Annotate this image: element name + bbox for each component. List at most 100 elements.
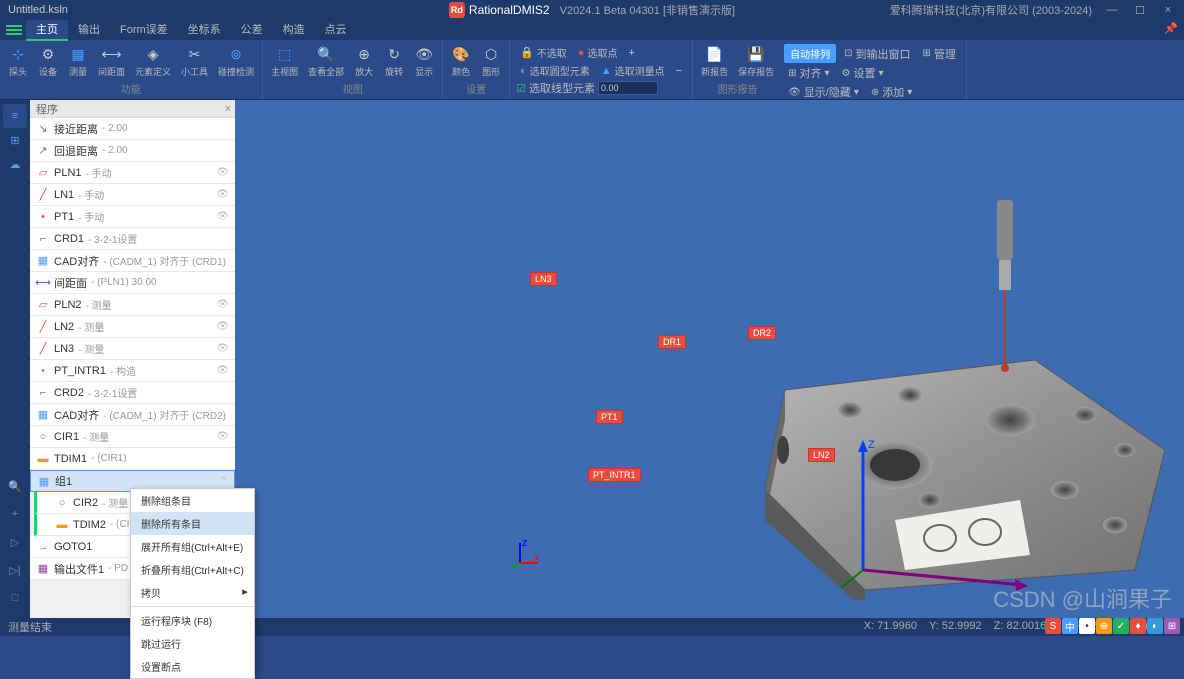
program-item-0[interactable]: ↘接近距离 - 2.00 (30, 118, 235, 140)
rail-bottom-4[interactable]: □ (3, 586, 27, 610)
ctx-item-4[interactable]: 拷贝▸ (131, 581, 254, 604)
rail-bottom-0[interactable]: 🔍 (3, 474, 27, 498)
menu-tab-6[interactable]: 点云 (315, 19, 357, 41)
tray-icon[interactable]: 中 (1062, 618, 1078, 634)
ctx-item-2[interactable]: 展开所有组(Ctrl+Alt+E) (131, 535, 254, 558)
tool-功能-6[interactable]: ⊚碰撞检测 (214, 42, 258, 80)
program-item-7[interactable]: ⟷间距面 - (PLN1) 30.00 (30, 272, 235, 294)
tool-设置-1[interactable]: ⬡图形 (477, 42, 505, 80)
menu-tab-3[interactable]: 坐标系 (178, 19, 231, 41)
ctx-item-3[interactable]: 折叠所有组(Ctrl+Alt+C) (131, 558, 254, 581)
tray-icon[interactable]: ◐ (1147, 618, 1163, 634)
sel-row2-2[interactable]: − (672, 64, 686, 78)
tool-功能-3[interactable]: ⟷间距面 (94, 42, 129, 80)
program-item-11[interactable]: •PT_INTR1 - 构造👁 (30, 360, 235, 382)
tool-视图-4[interactable]: 👁显示 (410, 42, 438, 80)
tray-icon[interactable]: • (1079, 618, 1095, 634)
tool-视图-2[interactable]: ⊕放大 (350, 42, 378, 80)
program-item-6[interactable]: ▦CAD对齐 - (CADM_1) 对齐于 (CRD1) (30, 250, 235, 272)
program-item-12[interactable]: ⌐CRD2 - 3-2-1设置 (30, 382, 235, 404)
report-opt-0[interactable]: ⊡ 到输出窗口 (840, 44, 914, 63)
tool-功能-1[interactable]: ⚙设备 (34, 42, 62, 80)
program-item-1[interactable]: ↗回退距离 - 2.00 (30, 140, 235, 162)
program-item-14[interactable]: ○CIR1 - 测量👁 (30, 426, 235, 448)
visibility-icon[interactable]: 👁 (216, 431, 229, 442)
report-opt-5[interactable]: ⊕ 添加 ▾ (867, 83, 916, 101)
auto-arrange-button[interactable]: 自动排列 (784, 44, 836, 63)
sel-row1-0[interactable]: 🔒 不选取 (516, 44, 571, 61)
report-tool-0[interactable]: 📄新报告 (697, 42, 732, 80)
tray-icon[interactable]: ⊕ (1096, 618, 1112, 634)
sel-row2-1[interactable]: ▲ 选取测量点 (597, 62, 669, 79)
visibility-icon[interactable]: 👁 (216, 189, 229, 200)
tray-icon[interactable]: S (1045, 618, 1061, 634)
menu-tab-4[interactable]: 公差 (231, 19, 273, 41)
tray-icon[interactable]: ♦ (1130, 618, 1146, 634)
visibility-icon[interactable]: 👁 (216, 167, 229, 178)
tool-视图-3[interactable]: ↻旋转 (380, 42, 408, 80)
rail-bottom-3[interactable]: ▷| (3, 558, 27, 582)
report-opt-4[interactable]: 👁 显示/隐藏 ▾ (784, 83, 863, 101)
pin-icon[interactable]: 📌 (1164, 22, 1178, 35)
marker-PT_INTR1[interactable]: PT_INTR1 (588, 468, 641, 482)
axis-gizmo[interactable]: z x (510, 538, 540, 568)
program-item-10[interactable]: ╱LN3 - 测量👁 (30, 338, 235, 360)
ctx-item-0[interactable]: 删除组条目 (131, 489, 254, 512)
hamburger-menu[interactable] (4, 22, 24, 38)
tool-视图-1[interactable]: 🔍查看全部 (304, 42, 348, 80)
visibility-icon[interactable]: 👁 (216, 365, 229, 376)
sel-row1-1[interactable]: ● 选取点 (574, 44, 622, 61)
ctx-item-1[interactable]: 删除所有条目 (131, 512, 254, 535)
rail-top-1[interactable]: ⊞ (3, 128, 27, 152)
tool-功能-0[interactable]: ⊹探头 (4, 42, 32, 80)
expand-icon[interactable]: ⌃ (220, 476, 228, 487)
program-item-13[interactable]: ▦CAD对齐 - (CADM_1) 对齐于 (CRD2) (30, 404, 235, 426)
visibility-icon[interactable]: 👁 (216, 211, 229, 222)
program-item-3[interactable]: ╱LN1 - 手动👁 (30, 184, 235, 206)
rail-top-2[interactable]: ☁ (3, 152, 27, 176)
sel-row2-0[interactable]: ◐ 选取圆型元素 (516, 62, 594, 79)
tool-设置-0[interactable]: 🎨颜色 (447, 42, 475, 80)
program-item-15[interactable]: ▬TDIM1 - (CIR1) (30, 448, 235, 470)
tool-视图-0[interactable]: ⬚主视图 (267, 42, 302, 80)
sel-value-input[interactable] (598, 81, 658, 95)
visibility-icon[interactable]: 👁 (216, 321, 229, 332)
visibility-icon[interactable]: 👁 (216, 299, 229, 310)
visibility-icon[interactable]: 👁 (216, 343, 229, 354)
menu-tab-5[interactable]: 构造 (273, 19, 315, 41)
marker-DR1[interactable]: DR1 (658, 335, 686, 349)
program-item-2[interactable]: ▱PLN1 - 手动👁 (30, 162, 235, 184)
close-button[interactable]: × (1160, 4, 1176, 16)
panel-close-icon[interactable]: × (225, 103, 231, 115)
report-tool-1[interactable]: 💾保存报告 (734, 42, 778, 80)
program-item-5[interactable]: ⌐CRD1 - 3-2-1设置 (30, 228, 235, 250)
report-opt-1[interactable]: ⊞ 管理 (919, 44, 960, 63)
viewport-3d[interactable]: Z LN3DR1DR2PT1LN2PT_INTR1 z x (235, 100, 1184, 618)
maximize-button[interactable]: ☐ (1132, 4, 1148, 17)
sel-row1-2[interactable]: + (624, 46, 638, 60)
menu-tab-0[interactable]: 主页 (26, 19, 68, 41)
tool-功能-4[interactable]: ◈元素定义 (131, 42, 175, 80)
rail-bottom-1[interactable]: + (3, 502, 27, 526)
menu-tab-2[interactable]: Form误差 (110, 19, 178, 41)
tool-功能-5[interactable]: ✂小工具 (177, 42, 212, 80)
tray-icon[interactable]: ⊞ (1164, 618, 1180, 634)
program-item-4[interactable]: •PT1 - 手动👁 (30, 206, 235, 228)
minimize-button[interactable]: — (1104, 4, 1120, 16)
ctx-item-8[interactable]: 设置断点 (131, 655, 254, 678)
program-item-8[interactable]: ▱PLN2 - 测量👁 (30, 294, 235, 316)
report-opt-3[interactable]: ⚙ 设置 ▾ (838, 64, 888, 82)
report-opt-2[interactable]: ⊞ 对齐 ▾ (784, 64, 833, 82)
menu-tab-1[interactable]: 输出 (68, 19, 110, 41)
context-menu[interactable]: 删除组条目删除所有条目展开所有组(Ctrl+Alt+E)折叠所有组(Ctrl+A… (130, 488, 255, 679)
ctx-item-6[interactable]: 运行程序块 (F8) (131, 609, 254, 632)
tray-icon[interactable]: ✓ (1113, 618, 1129, 634)
marker-LN2[interactable]: LN2 (808, 448, 835, 462)
marker-LN3[interactable]: LN3 (530, 272, 557, 286)
marker-PT1[interactable]: PT1 (596, 410, 623, 424)
ctx-item-7[interactable]: 跳过运行 (131, 632, 254, 655)
tool-功能-2[interactable]: ▦测量 (64, 42, 92, 80)
rail-bottom-2[interactable]: ▷ (3, 530, 27, 554)
rail-top-0[interactable]: ≡ (3, 104, 27, 128)
program-item-9[interactable]: ╱LN2 - 测量👁 (30, 316, 235, 338)
